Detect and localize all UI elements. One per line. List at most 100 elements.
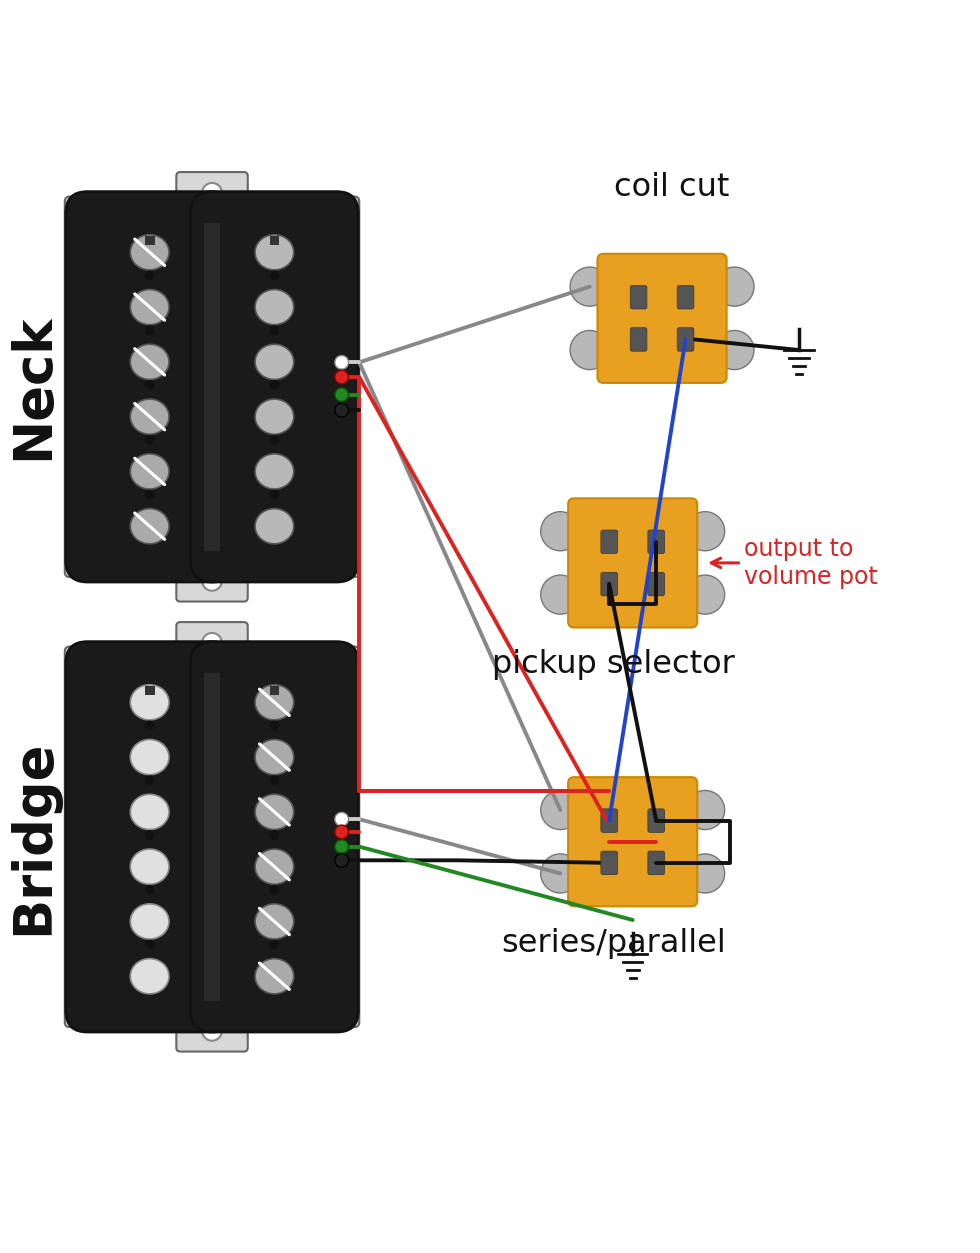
Circle shape bbox=[145, 720, 155, 730]
Circle shape bbox=[541, 575, 580, 614]
Text: Bridge: Bridge bbox=[7, 739, 59, 935]
Circle shape bbox=[270, 380, 279, 390]
FancyBboxPatch shape bbox=[648, 530, 664, 554]
FancyBboxPatch shape bbox=[65, 647, 360, 1027]
Bar bbox=[145, 236, 155, 246]
Ellipse shape bbox=[130, 903, 169, 938]
Text: series/parallel: series/parallel bbox=[501, 927, 725, 959]
Ellipse shape bbox=[130, 684, 169, 720]
FancyBboxPatch shape bbox=[598, 254, 726, 383]
Ellipse shape bbox=[130, 289, 169, 325]
Circle shape bbox=[686, 511, 724, 551]
Circle shape bbox=[335, 356, 349, 370]
Ellipse shape bbox=[255, 398, 294, 435]
Circle shape bbox=[335, 370, 349, 383]
FancyBboxPatch shape bbox=[648, 809, 664, 832]
Ellipse shape bbox=[130, 454, 169, 489]
Circle shape bbox=[270, 490, 279, 500]
Circle shape bbox=[145, 380, 155, 390]
Circle shape bbox=[145, 776, 155, 786]
FancyBboxPatch shape bbox=[630, 286, 647, 309]
FancyBboxPatch shape bbox=[176, 995, 248, 1051]
Bar bbox=[145, 685, 155, 695]
Text: pickup selector: pickup selector bbox=[492, 649, 735, 680]
Circle shape bbox=[145, 271, 155, 281]
Ellipse shape bbox=[255, 345, 294, 380]
Ellipse shape bbox=[255, 850, 294, 885]
Circle shape bbox=[541, 511, 580, 551]
Circle shape bbox=[714, 267, 754, 306]
FancyBboxPatch shape bbox=[66, 192, 233, 581]
Ellipse shape bbox=[130, 959, 169, 994]
FancyBboxPatch shape bbox=[176, 545, 248, 601]
FancyBboxPatch shape bbox=[176, 621, 248, 679]
Circle shape bbox=[270, 326, 279, 335]
Circle shape bbox=[202, 183, 221, 203]
Circle shape bbox=[541, 791, 580, 829]
Circle shape bbox=[570, 267, 610, 306]
FancyBboxPatch shape bbox=[568, 777, 698, 906]
Ellipse shape bbox=[130, 345, 169, 380]
Circle shape bbox=[714, 331, 754, 370]
Ellipse shape bbox=[130, 234, 169, 269]
Circle shape bbox=[335, 853, 349, 867]
Circle shape bbox=[145, 940, 155, 950]
Ellipse shape bbox=[255, 234, 294, 269]
Circle shape bbox=[145, 829, 155, 840]
Circle shape bbox=[570, 331, 610, 370]
FancyBboxPatch shape bbox=[677, 286, 694, 309]
Ellipse shape bbox=[130, 398, 169, 435]
Circle shape bbox=[145, 490, 155, 500]
Ellipse shape bbox=[255, 959, 294, 994]
Ellipse shape bbox=[255, 509, 294, 544]
Circle shape bbox=[270, 271, 279, 281]
FancyBboxPatch shape bbox=[190, 192, 359, 581]
FancyBboxPatch shape bbox=[190, 642, 359, 1032]
Circle shape bbox=[202, 1021, 221, 1041]
Circle shape bbox=[270, 829, 279, 840]
Bar bbox=[270, 236, 279, 246]
FancyBboxPatch shape bbox=[601, 573, 617, 595]
Ellipse shape bbox=[255, 289, 294, 325]
FancyBboxPatch shape bbox=[176, 172, 248, 229]
FancyBboxPatch shape bbox=[65, 197, 360, 578]
Circle shape bbox=[686, 791, 724, 829]
FancyBboxPatch shape bbox=[648, 851, 664, 875]
Ellipse shape bbox=[255, 454, 294, 489]
Circle shape bbox=[202, 633, 221, 653]
Circle shape bbox=[145, 326, 155, 335]
Circle shape bbox=[145, 885, 155, 895]
Circle shape bbox=[270, 885, 279, 895]
Circle shape bbox=[270, 720, 279, 730]
FancyBboxPatch shape bbox=[601, 851, 617, 875]
Bar bbox=[204, 223, 220, 550]
Circle shape bbox=[335, 403, 349, 417]
Ellipse shape bbox=[255, 794, 294, 829]
Bar bbox=[204, 673, 220, 1001]
Circle shape bbox=[335, 812, 349, 826]
Circle shape bbox=[270, 940, 279, 950]
Circle shape bbox=[686, 853, 724, 893]
FancyBboxPatch shape bbox=[601, 530, 617, 554]
Circle shape bbox=[686, 575, 724, 614]
Bar bbox=[270, 685, 279, 695]
Text: coil cut: coil cut bbox=[614, 172, 729, 203]
Circle shape bbox=[335, 824, 349, 838]
Text: Neck: Neck bbox=[7, 313, 59, 460]
Circle shape bbox=[270, 776, 279, 786]
Circle shape bbox=[335, 387, 349, 401]
Ellipse shape bbox=[255, 739, 294, 774]
FancyBboxPatch shape bbox=[677, 328, 694, 351]
Ellipse shape bbox=[255, 903, 294, 938]
Circle shape bbox=[145, 435, 155, 445]
Ellipse shape bbox=[130, 794, 169, 829]
Text: output to
volume pot: output to volume pot bbox=[711, 538, 878, 589]
Ellipse shape bbox=[130, 509, 169, 544]
Ellipse shape bbox=[130, 850, 169, 885]
Circle shape bbox=[270, 435, 279, 445]
FancyBboxPatch shape bbox=[630, 328, 647, 351]
Ellipse shape bbox=[255, 684, 294, 720]
Circle shape bbox=[541, 853, 580, 893]
FancyBboxPatch shape bbox=[601, 809, 617, 832]
FancyBboxPatch shape bbox=[66, 642, 233, 1032]
